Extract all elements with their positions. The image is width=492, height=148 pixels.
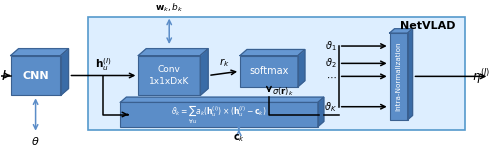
Text: $r_k$: $r_k$	[219, 56, 229, 69]
Text: $I$: $I$	[0, 69, 6, 82]
Polygon shape	[240, 49, 305, 56]
Text: $\vartheta_1$: $\vartheta_1$	[325, 39, 337, 53]
Polygon shape	[61, 49, 68, 95]
Text: Intra-Normalization: Intra-Normalization	[396, 42, 401, 111]
Text: CNN: CNN	[22, 70, 49, 81]
Text: $\sigma(\mathbf{r})_k$: $\sigma(\mathbf{r})_k$	[272, 86, 294, 98]
FancyBboxPatch shape	[240, 56, 298, 87]
Text: $\mathbf{h}_u^{(I)}$: $\mathbf{h}_u^{(I)}$	[95, 56, 112, 73]
Polygon shape	[298, 49, 305, 87]
Text: NetVLAD: NetVLAD	[400, 21, 456, 31]
Text: softmax: softmax	[249, 66, 289, 76]
Polygon shape	[407, 29, 412, 120]
Polygon shape	[138, 49, 208, 56]
Polygon shape	[200, 49, 208, 95]
FancyBboxPatch shape	[89, 17, 465, 130]
Text: $\vartheta_K$: $\vartheta_K$	[324, 100, 337, 114]
Text: $\mathbf{w}_k, b_k$: $\mathbf{w}_k, b_k$	[155, 1, 184, 14]
Text: Conv
1x1xDxK: Conv 1x1xDxK	[149, 65, 189, 86]
Text: $\eta^{(I)}$: $\eta^{(I)}$	[472, 67, 491, 86]
Text: $\theta$: $\theta$	[31, 135, 40, 147]
FancyBboxPatch shape	[138, 56, 200, 95]
Text: $\vartheta_k = \sum_{\forall u} a_k(\mathbf{h}_u^{(I)}) \times (\mathbf{h}_u^{(I: $\vartheta_k = \sum_{\forall u} a_k(\mat…	[171, 103, 267, 126]
Polygon shape	[11, 49, 68, 56]
Polygon shape	[121, 97, 324, 102]
Polygon shape	[318, 97, 324, 127]
FancyBboxPatch shape	[121, 102, 318, 127]
FancyBboxPatch shape	[11, 56, 61, 95]
FancyBboxPatch shape	[390, 33, 407, 120]
Polygon shape	[390, 29, 412, 33]
Text: $\vartheta_2$: $\vartheta_2$	[325, 57, 337, 70]
Text: $\cdots$: $\cdots$	[326, 71, 337, 81]
Text: $\mathbf{c}_k$: $\mathbf{c}_k$	[233, 132, 245, 144]
